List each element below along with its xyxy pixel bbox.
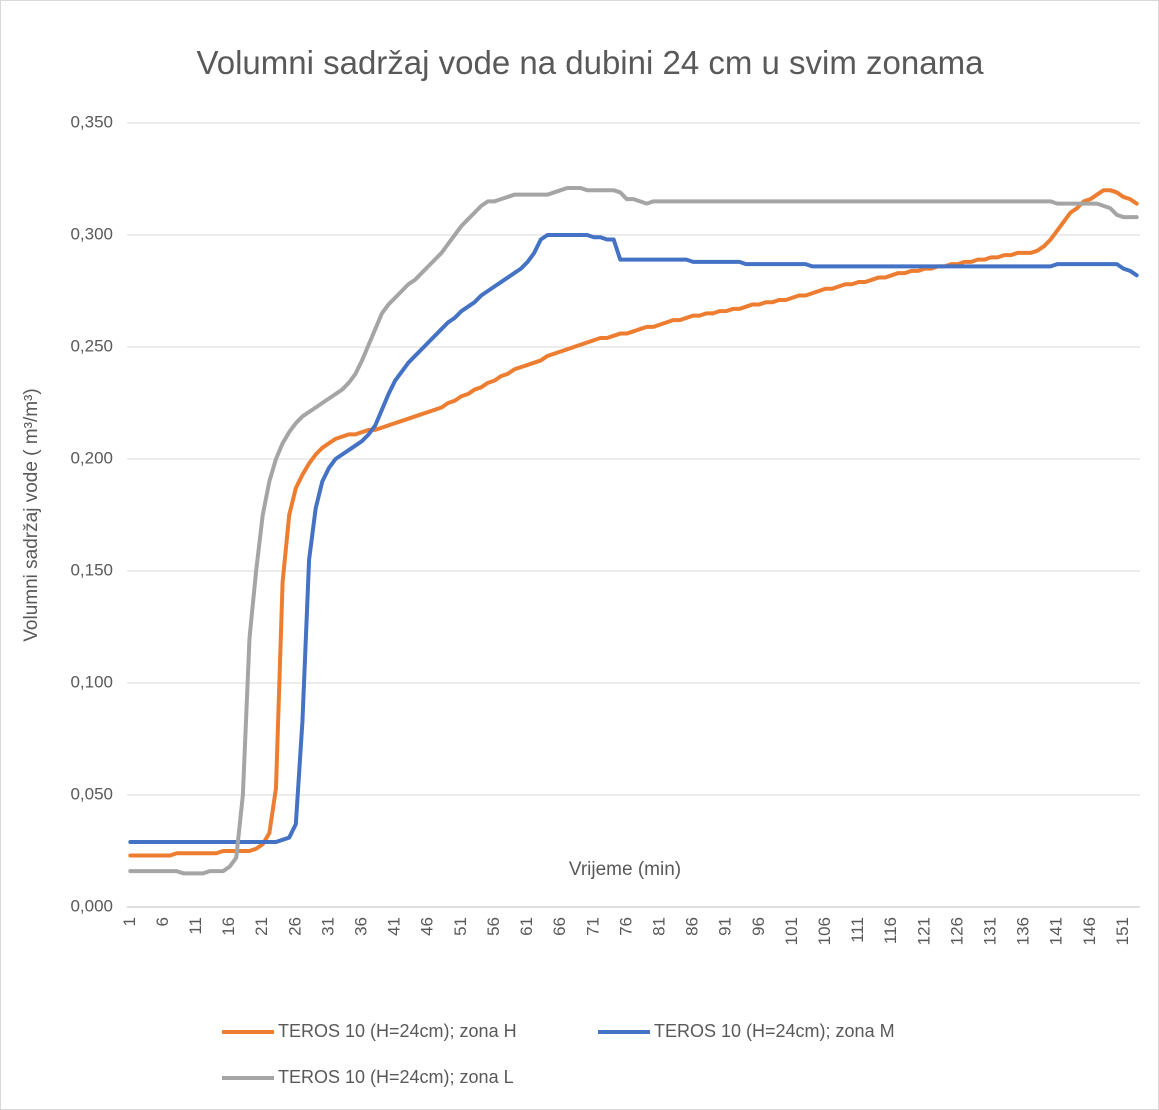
- x-tick-label: 91: [716, 917, 735, 936]
- x-tick-label: 131: [981, 917, 1000, 945]
- x-tick-label: 16: [219, 917, 238, 936]
- legend-label: TEROS 10 (H=24cm); zona M: [654, 1021, 895, 1041]
- series-line: [128, 185, 1139, 876]
- x-tick-label: 51: [451, 917, 470, 936]
- x-tick-label: 116: [881, 917, 900, 944]
- y-tick-label: 0,250: [70, 336, 113, 355]
- x-tick-label: 86: [683, 917, 702, 936]
- x-tick-label: 61: [517, 917, 536, 936]
- x-tick-label: 101: [782, 917, 801, 945]
- x-tick-label: 56: [484, 917, 503, 936]
- x-tick-label: 136: [1014, 917, 1033, 945]
- y-tick-label: 0,300: [70, 224, 113, 243]
- y-tick-label: 0,050: [70, 784, 113, 803]
- y-tick-label: 0,000: [70, 896, 113, 915]
- legend-label: TEROS 10 (H=24cm); zona L: [278, 1067, 514, 1087]
- chart-title: Volumni sadržaj vode na dubini 24 cm u s…: [196, 44, 984, 81]
- y-tick-label: 0,350: [70, 112, 113, 131]
- x-tick-label: 121: [914, 917, 933, 945]
- x-tick-label: 1: [120, 917, 139, 926]
- x-tick-label: 46: [418, 917, 437, 936]
- legend-label: TEROS 10 (H=24cm); zona H: [278, 1021, 517, 1041]
- x-tick-label: 21: [252, 917, 271, 936]
- y-axis-label: Volumni sadržaj vode ( m³/m³): [21, 388, 42, 641]
- x-tick-label: 6: [153, 917, 172, 926]
- x-tick-label: 76: [616, 917, 635, 936]
- x-tick-label: 106: [815, 917, 834, 945]
- x-tick-label: 126: [947, 917, 966, 945]
- x-tick-label: 151: [1113, 917, 1132, 945]
- x-tick-label: 36: [352, 917, 371, 936]
- x-tick-label: 41: [385, 917, 404, 936]
- x-tick-label: 96: [749, 917, 768, 936]
- x-tick-label: 141: [1047, 917, 1066, 945]
- y-tick-label: 0,100: [70, 672, 113, 691]
- title-box: Volumni sadržaj vode na dubini 24 cm u s…: [196, 44, 984, 81]
- x-tick-label: 81: [649, 917, 668, 936]
- y-tick-label: 0,150: [70, 560, 113, 579]
- x-tick-label: 31: [318, 917, 337, 936]
- x-tick-label: 66: [550, 917, 569, 936]
- x-tick-label: 111: [848, 917, 867, 943]
- x-tick-label: 146: [1080, 917, 1099, 945]
- x-tick-label: 11: [186, 917, 205, 935]
- x-axis-label: Vrijeme (min): [569, 859, 681, 880]
- y-tick-label: 0,200: [70, 448, 113, 467]
- series-line: [128, 188, 1139, 858]
- x-tick-label: 71: [583, 917, 602, 936]
- x-tick-label: 26: [285, 917, 304, 936]
- series-line: [128, 233, 1139, 845]
